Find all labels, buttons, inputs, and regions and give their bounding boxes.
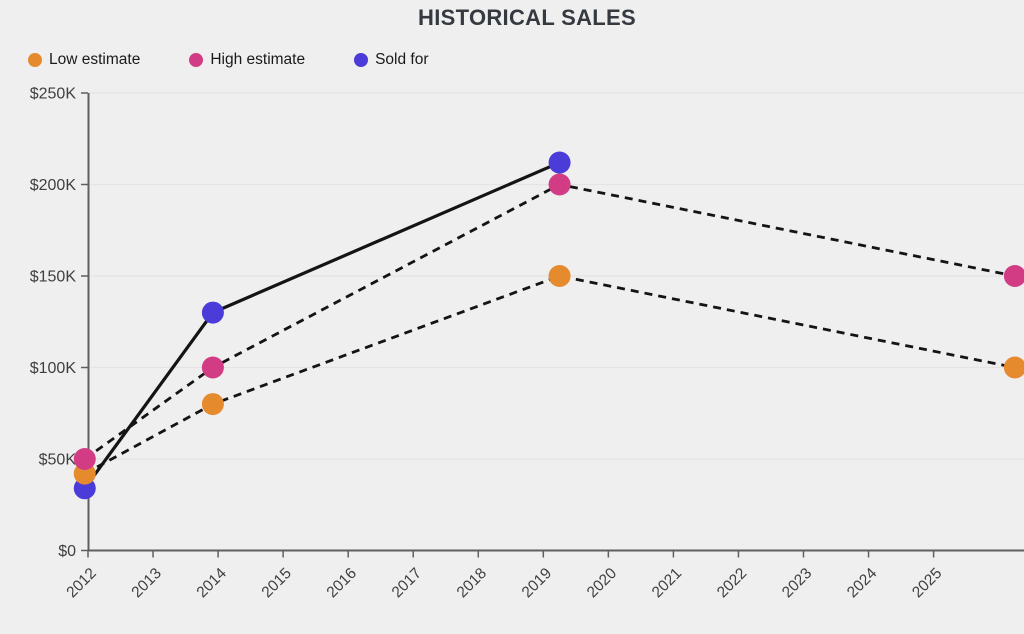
sold-for-point [548, 151, 571, 174]
high-estimate-point [201, 356, 224, 379]
high-estimate-point [1003, 265, 1024, 287]
x-tick-label: 2015 [259, 565, 295, 601]
x-tick-label: 2020 [584, 565, 621, 602]
y-tick-label: $0 [58, 543, 76, 560]
low-estimate-line [84, 274, 1016, 475]
x-tick-label: 2014 [194, 565, 231, 602]
legend-item-low-estimate: Low estimate [28, 52, 140, 68]
x-tick-label: 2019 [519, 565, 555, 601]
x-tick-label: 2021 [649, 565, 685, 601]
x-tick-label: 2024 [844, 565, 881, 602]
x-tick-label: 2016 [324, 565, 360, 601]
legend-item-sold-for: Sold for [354, 51, 429, 68]
x-tick-label: 2018 [454, 565, 490, 601]
low-estimate-point [1003, 356, 1024, 379]
y-tick-label: $50K [39, 452, 77, 469]
y-tick-label: $200K [30, 177, 77, 194]
legend-label: High estimate [210, 51, 306, 68]
legend: Low estimate High estimate Sold for [28, 52, 429, 68]
legend-label: Low estimate [49, 51, 141, 68]
chart-title: HISTORICAL SALES [418, 5, 636, 30]
high-estimate-legend-dot-icon [189, 52, 204, 67]
y-tick-label: $250K [30, 86, 77, 103]
x-tick-label: 2025 [909, 565, 945, 601]
sold-for-line [83, 161, 561, 490]
sold-for-point [201, 301, 224, 324]
legend-label: Sold for [375, 51, 429, 68]
x-tick-label: 2017 [389, 565, 425, 601]
y-tick-label: $150K [30, 269, 77, 286]
x-tick-label: 2013 [128, 565, 164, 601]
high-estimate-line [83, 183, 1016, 461]
sold-for-legend-dot-icon [354, 52, 369, 67]
low-estimate-point [201, 393, 224, 416]
high-estimate-point [548, 173, 571, 196]
x-tick-label: 2023 [779, 565, 815, 601]
legend-item-high-estimate: High estimate [189, 52, 305, 68]
low-estimate-legend-dot-icon [28, 52, 42, 67]
low-estimate-point [548, 265, 571, 287]
x-tick-label: 2022 [714, 565, 750, 601]
x-tick-label: 2012 [63, 565, 99, 601]
y-tick-label: $100K [30, 360, 77, 377]
high-estimate-point [73, 448, 96, 470]
